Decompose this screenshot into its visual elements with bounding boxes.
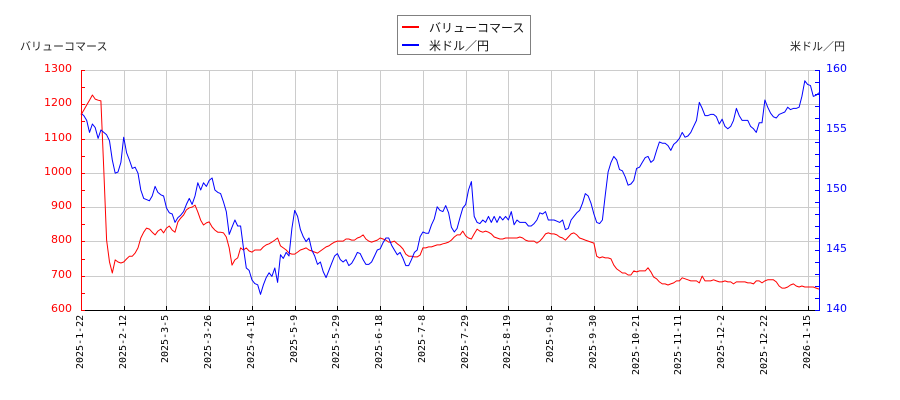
x-axis-tick-label: 2025-12-22 [758, 314, 770, 375]
axes [81, 70, 820, 311]
series-line-valuecommerce [80, 94, 820, 290]
x-axis-tick-label: 2025-1-22 [75, 314, 86, 369]
right-axis-tick-label: 160 [826, 62, 847, 75]
left-axis-tick-label: 1200 [44, 96, 72, 110]
left-axis-tick-label: 800 [51, 233, 72, 247]
legend-item-usdjpy: 米ドル／円 [398, 36, 530, 54]
left-axis-tick-label: 600 [51, 302, 72, 315]
gridlines [81, 70, 819, 311]
legend-swatch-blue-line-icon [402, 44, 419, 46]
left-axis-title: バリューコマース [20, 40, 108, 53]
x-axis-tick-label: 2025-8-19 [502, 314, 514, 369]
left-axis-tick-label: 1300 [44, 62, 72, 75]
legend-item-valuecommerce: バリューコマース [398, 18, 530, 36]
x-axis-tick-label: 2025-5-9 [288, 314, 300, 363]
legend-label: 米ドル／円 [429, 39, 490, 53]
right-axis-tick-label: 140 [826, 302, 847, 315]
x-axis-tick-label: 2025-2-12 [117, 314, 129, 369]
x-axis-tick-label: 2025-3-5 [160, 314, 172, 363]
left-axis-tick-label: 900 [51, 199, 72, 213]
legend-swatch-red-line-icon [402, 26, 419, 28]
x-axis-tick-label: 2025-5-29 [331, 314, 343, 369]
x-axis-tick-label: 2025-6-18 [374, 314, 386, 369]
series-line-usdjpy [80, 80, 820, 295]
right-axis-tick-label: 155 [826, 122, 847, 135]
right-axis-title: 米ドル／円 [790, 40, 845, 53]
x-axis-tick-label: 2025-9-8 [545, 314, 557, 363]
series-lines [80, 80, 820, 295]
right-axis-tick-label: 145 [826, 242, 847, 255]
x-axis-tick-label: 2026-1-15 [801, 314, 813, 369]
left-axis-tick-label: 700 [51, 267, 72, 281]
legend-label: バリューコマース [429, 21, 525, 35]
right-axis-tick-label: 150 [826, 182, 847, 195]
x-axis-tick-label: 2025-9-30 [587, 314, 599, 369]
legend: バリューコマース 米ドル／円 [397, 15, 531, 55]
x-axis-tick-label: 2025-3-26 [203, 314, 215, 369]
x-axis-tick-label: 2025-7-29 [459, 314, 471, 369]
x-axis-tick-label: 2025-12-2 [716, 314, 728, 369]
left-axis-tick-label: 1100 [44, 130, 72, 144]
x-axis-tick-label: 2025-11-11 [673, 314, 685, 375]
x-axis-tick-label: 2025-7-8 [416, 314, 428, 363]
x-axis-tick-label: 2025-4-15 [245, 314, 257, 369]
x-axis-tick-label: 2025-10-21 [630, 314, 642, 375]
left-axis-tick-label: 1000 [44, 164, 72, 178]
